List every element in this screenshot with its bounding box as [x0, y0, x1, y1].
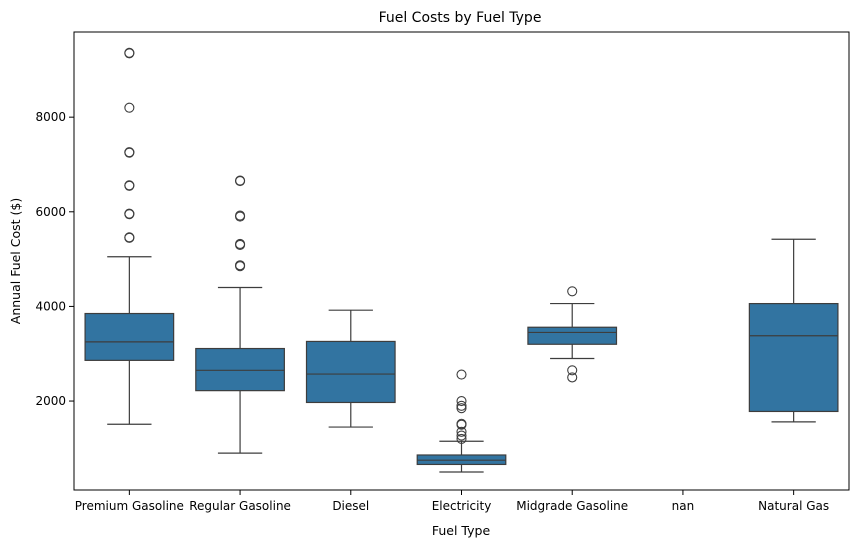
outlier-point [567, 372, 578, 383]
x-tick-label: Diesel [332, 499, 369, 513]
outlier-point [235, 210, 246, 221]
plot-frame [73, 31, 850, 491]
outlier-point [124, 232, 135, 243]
y-axis: 2000 4000 6000 8000 [35, 110, 74, 408]
outlier-point [124, 147, 135, 158]
outlier-point [567, 286, 578, 297]
outlier-point [456, 433, 467, 444]
outlier-point [456, 426, 467, 437]
y-tick-label: 6000 [35, 205, 66, 219]
outlier-point [456, 403, 467, 414]
x-tick-label: Regular Gasoline [189, 499, 291, 513]
outlier-point [567, 365, 578, 376]
outlier-point [124, 102, 135, 113]
box-group [84, 47, 175, 425]
outlier-point [235, 260, 246, 271]
outlier-point [124, 208, 135, 219]
outlier-point [456, 395, 467, 407]
outlier-point [235, 238, 246, 250]
iqr-box [748, 302, 839, 413]
iqr-box [195, 347, 285, 392]
iqr-box [84, 312, 175, 361]
y-tick-label: 2000 [35, 394, 66, 408]
y-tick-label: 4000 [35, 299, 66, 313]
outlier-point [456, 369, 467, 380]
x-axis-label: Fuel Type [432, 523, 491, 538]
box-group [416, 369, 507, 473]
outlier-point [124, 180, 135, 191]
y-axis-label: Annual Fuel Cost ($) [8, 198, 23, 324]
x-tick-label: Midgrade Gasoline [516, 499, 628, 513]
box-group [748, 238, 839, 423]
x-tick-label: Natural Gas [758, 499, 829, 513]
x-axis: Premium Gasoline Regular Gasoline Diesel El… [75, 490, 829, 513]
box-group [527, 286, 618, 383]
outlier-point [456, 418, 467, 429]
y-tick-label: 8000 [35, 110, 66, 124]
iqr-box [305, 340, 396, 404]
x-tick-label: Premium Gasoline [75, 499, 184, 513]
boxes-layer [84, 47, 839, 473]
box-group [195, 175, 285, 454]
iqr-box [527, 326, 618, 345]
x-tick-label: nan [672, 499, 695, 513]
outlier-point [124, 47, 135, 58]
outlier-point [456, 430, 467, 441]
chart-title: Fuel Costs by Fuel Type [379, 10, 542, 26]
box-group [305, 309, 396, 428]
x-tick-label: Electricity [432, 499, 492, 513]
outlier-point [235, 175, 246, 186]
outlier-point [456, 400, 467, 411]
